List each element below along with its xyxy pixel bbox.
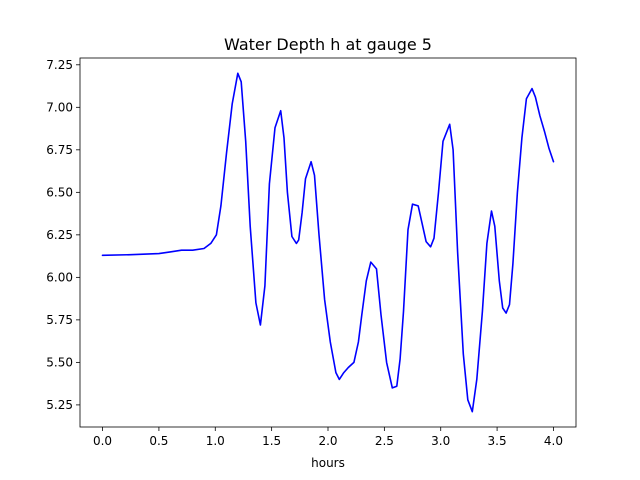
x-axis-label: hours xyxy=(311,456,345,470)
y-tick-label: 5.25 xyxy=(46,398,73,412)
y-tick-label: 6.50 xyxy=(46,185,73,199)
plot-area: 0.0 0.5 1.0 1.5 2.0 2.5 3.0 3.5 4.0 5.25 5.50 5.75 6… xyxy=(46,57,577,448)
chart-title: Water Depth h at gauge 5 xyxy=(224,35,432,54)
y-tick-label: 5.75 xyxy=(46,313,73,327)
y-tick-label: 7.00 xyxy=(46,100,73,114)
x-tick-label: 3.5 xyxy=(488,434,507,448)
x-tick-label: 2.5 xyxy=(375,434,394,448)
x-tick-label: 0.5 xyxy=(149,434,168,448)
x-tick-label: 2.0 xyxy=(318,434,337,448)
x-tick-label: 4.0 xyxy=(544,434,563,448)
x-tick-label: 1.0 xyxy=(206,434,225,448)
x-tick-label: 0.0 xyxy=(93,434,112,448)
x-tick-label: 1.5 xyxy=(262,434,281,448)
y-tick-label: 6.75 xyxy=(46,143,73,157)
series-line-0 xyxy=(101,72,555,413)
y-tick-label: 7.25 xyxy=(46,58,73,72)
y-tick-label: 5.50 xyxy=(46,355,73,369)
x-tick-label: 3.0 xyxy=(431,434,450,448)
y-tick-label: 6.25 xyxy=(46,228,73,242)
y-tick-label: 6.00 xyxy=(46,270,73,284)
